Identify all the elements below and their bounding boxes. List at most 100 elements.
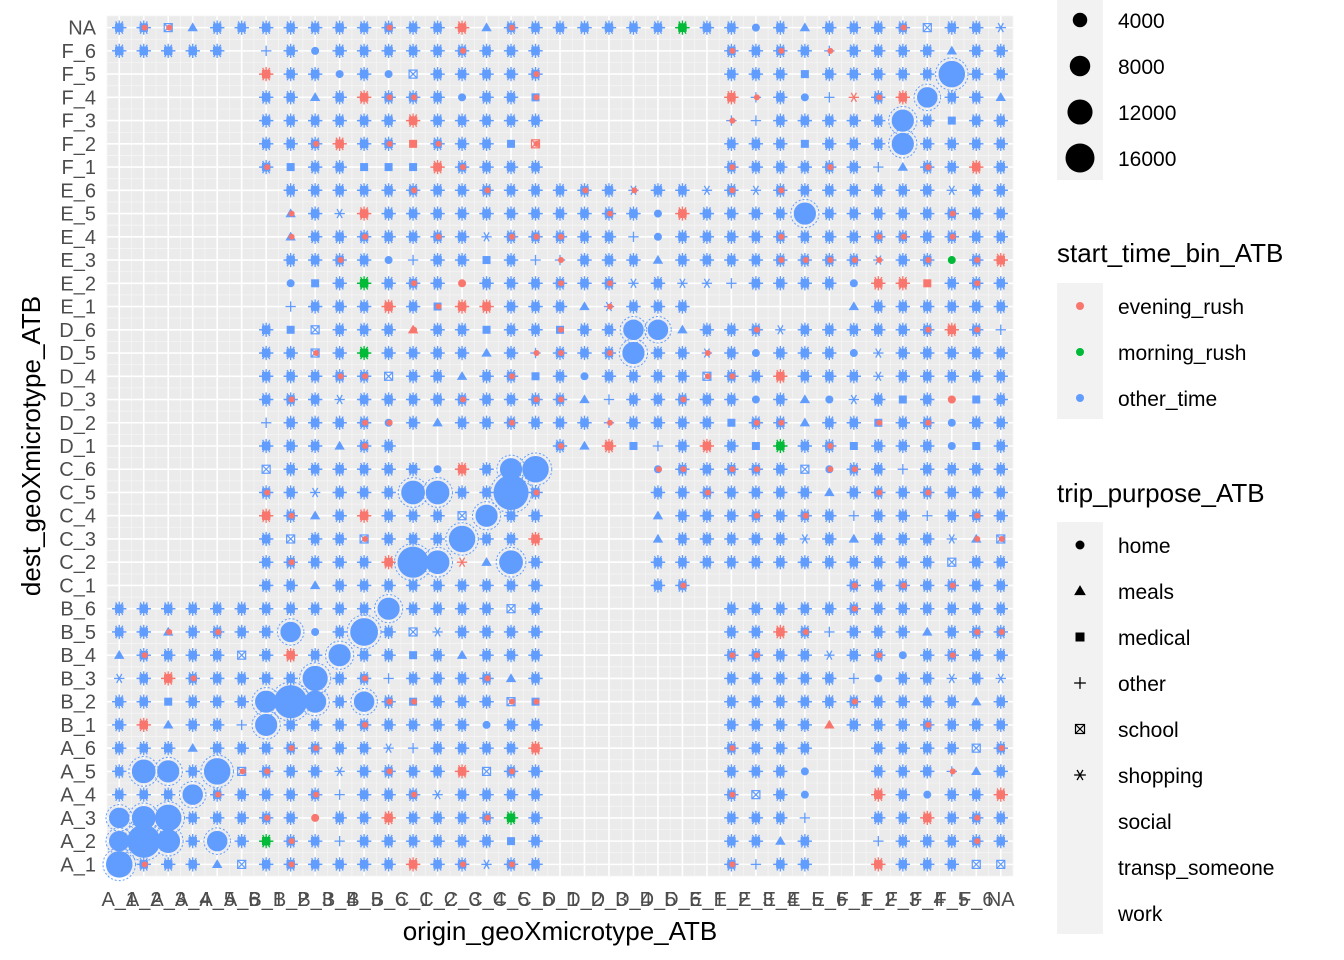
data-point-cell <box>259 671 274 686</box>
data-point <box>310 162 320 172</box>
data-point <box>408 232 418 242</box>
data-point <box>457 418 467 428</box>
data-point <box>433 604 443 614</box>
data-point <box>261 139 271 149</box>
data-point <box>362 721 369 728</box>
data-point <box>457 348 467 358</box>
data-point <box>139 627 149 637</box>
data-point <box>139 743 149 753</box>
data-point <box>457 836 467 846</box>
data-point <box>212 650 222 660</box>
data-point <box>558 396 564 403</box>
data-point-cell <box>163 23 173 33</box>
data-point <box>139 790 149 800</box>
data-point <box>482 836 492 846</box>
data-point <box>188 859 198 869</box>
data-point-cell <box>112 694 127 709</box>
data-point-cell <box>409 163 418 172</box>
data-point-cell <box>334 789 345 800</box>
data-point <box>531 418 541 428</box>
data-point <box>359 23 369 33</box>
data-point <box>309 510 321 520</box>
data-point-cell <box>259 833 274 849</box>
data-point-cell <box>259 322 274 337</box>
data-point-cell <box>307 531 323 547</box>
data-point-cell <box>210 43 225 59</box>
data-point <box>212 673 222 683</box>
data-point <box>286 813 296 823</box>
data-point-cell <box>234 20 249 35</box>
data-point-cell <box>283 345 298 361</box>
data-point-cell <box>112 764 127 779</box>
data-point <box>359 557 369 567</box>
data-point-cell <box>307 392 323 407</box>
data-point <box>384 720 394 730</box>
data-point <box>261 534 271 544</box>
data-point <box>335 464 345 474</box>
data-point <box>188 46 198 56</box>
data-point-cell <box>112 717 127 733</box>
data-point <box>288 210 295 217</box>
data-point <box>286 46 296 56</box>
data-point <box>237 673 247 683</box>
data-point <box>579 418 589 428</box>
data-point <box>362 443 369 449</box>
data-point <box>506 348 516 358</box>
data-point <box>506 162 516 172</box>
data-point <box>335 673 345 683</box>
data-point <box>457 720 467 730</box>
data-point <box>188 697 198 707</box>
data-point-cell <box>531 93 540 102</box>
data-point <box>533 233 540 240</box>
data-point <box>261 325 271 335</box>
data-point-cell <box>334 766 345 777</box>
data-point <box>533 71 540 78</box>
data-point-cell <box>112 43 127 59</box>
data-point <box>409 651 418 660</box>
data-point <box>606 419 613 426</box>
data-point-cell <box>136 624 151 640</box>
data-point <box>286 279 295 288</box>
data-point <box>460 47 467 54</box>
data-point-cell <box>260 417 272 428</box>
data-point-cell <box>307 717 323 733</box>
data-point <box>482 92 492 102</box>
data-point <box>506 278 516 288</box>
data-point <box>531 209 541 219</box>
data-point <box>163 859 173 869</box>
data-point <box>237 859 247 869</box>
data-point <box>531 185 541 195</box>
data-point <box>211 859 223 869</box>
data-point <box>579 23 589 33</box>
data-point <box>384 185 394 195</box>
data-point-cell <box>210 648 225 663</box>
data-point-cell <box>307 159 323 175</box>
data-point-cell <box>283 671 298 686</box>
data-point-cell <box>307 462 323 477</box>
data-point-cell <box>259 648 274 663</box>
data-point-cell <box>307 136 323 151</box>
data-point <box>164 697 173 706</box>
data-point <box>188 604 198 614</box>
data-point <box>335 697 345 707</box>
data-point-cell <box>482 256 491 265</box>
data-point <box>313 140 320 147</box>
data-point <box>457 766 467 776</box>
data-point-cell <box>114 673 125 684</box>
data-point-cell <box>136 857 151 872</box>
data-point <box>458 93 467 102</box>
data-point <box>384 627 394 637</box>
data-point-cell <box>259 438 274 454</box>
data-point <box>190 675 197 682</box>
data-point-cell <box>482 720 491 729</box>
data-point-cell <box>283 717 298 733</box>
data-point <box>335 325 345 335</box>
data-point <box>531 46 541 56</box>
data-point <box>433 650 443 660</box>
data-point <box>457 325 467 335</box>
data-point <box>288 233 295 240</box>
data-point-cell <box>210 787 225 802</box>
data-point-cell <box>286 279 295 288</box>
data-point <box>310 766 320 776</box>
